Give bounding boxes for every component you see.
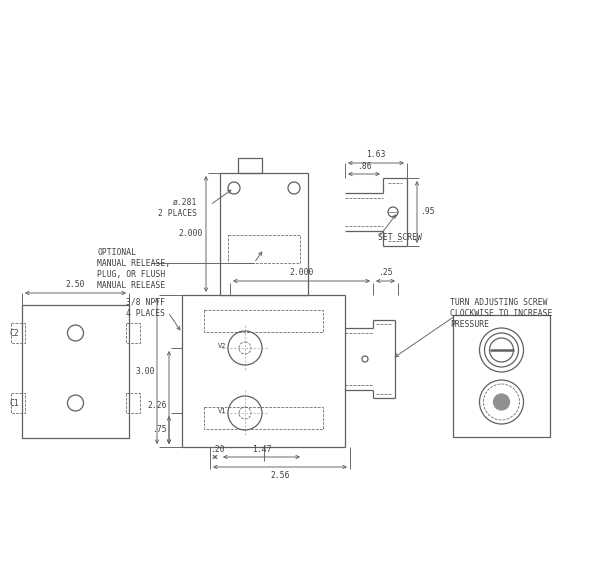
Bar: [11, 393, 25, 413]
Bar: [22, 305, 129, 438]
Text: OPTIONAL
MANUAL RELEASE,
PLUG, OR FLUSH
MANUAL RELEASE: OPTIONAL MANUAL RELEASE, PLUG, OR FLUSH …: [97, 248, 170, 290]
Bar: [204, 407, 323, 429]
Text: .86: .86: [356, 162, 371, 171]
Bar: [453, 315, 550, 437]
Text: .20: .20: [209, 445, 224, 454]
Text: 2.000: 2.000: [179, 230, 203, 238]
Text: C1: C1: [9, 398, 19, 408]
Text: 2.26: 2.26: [148, 401, 167, 410]
Bar: [126, 323, 140, 343]
Text: 1.47: 1.47: [252, 445, 271, 454]
Bar: [238, 158, 262, 173]
Text: 3/8 NPTF
4 PLACES: 3/8 NPTF 4 PLACES: [126, 298, 165, 318]
Bar: [228, 235, 300, 263]
Text: .25: .25: [378, 268, 393, 277]
Text: C2: C2: [9, 328, 19, 337]
Text: 2.56: 2.56: [270, 471, 290, 480]
Bar: [126, 393, 140, 413]
Text: .75: .75: [152, 425, 167, 434]
Bar: [220, 173, 308, 295]
Text: ø.281
2 PLACES: ø.281 2 PLACES: [158, 198, 197, 218]
Text: V1: V1: [218, 408, 226, 414]
Circle shape: [493, 394, 509, 410]
Text: 3.00: 3.00: [136, 367, 155, 376]
Bar: [182, 295, 345, 447]
Text: .95: .95: [420, 207, 434, 217]
Text: 1.63: 1.63: [366, 150, 386, 159]
Text: TURN ADJUSTING SCREW
CLOCKWISE TO INCREASE
PRESSURE: TURN ADJUSTING SCREW CLOCKWISE TO INCREA…: [450, 298, 553, 329]
Bar: [204, 310, 323, 332]
Text: V2: V2: [218, 343, 226, 349]
Text: 2.000: 2.000: [289, 268, 314, 277]
Bar: [11, 323, 25, 343]
Text: 2.50: 2.50: [66, 280, 85, 289]
Text: SET SCREW: SET SCREW: [378, 234, 422, 242]
